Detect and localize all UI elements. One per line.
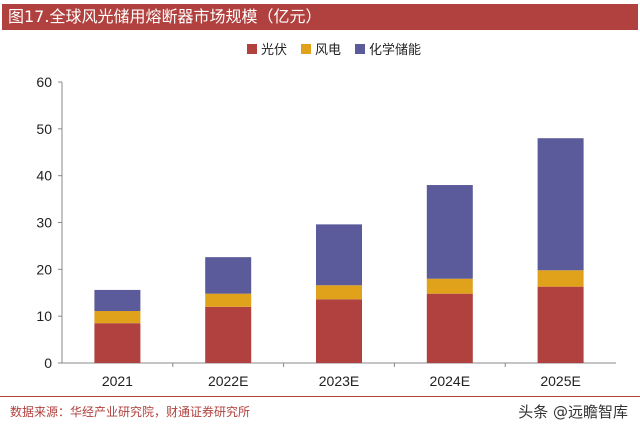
legend-swatch [301,44,311,54]
bar-segment [316,299,362,363]
bars [94,138,584,363]
watermark: 头条 @远瞻智库 [518,403,628,421]
bar-segment [426,185,473,279]
legend-label: 光伏 [261,42,287,57]
x-tick-label: 2025E [540,373,580,389]
x-tick-label: 2021 [102,373,133,389]
bar-segment [205,306,252,363]
legend-label: 化学储能 [369,42,421,57]
bar-segment [205,257,252,294]
bar-segment [94,323,141,363]
y-tick-label: 30 [36,215,52,231]
legend-label: 风电 [315,42,341,57]
bar-segment [94,289,141,312]
x-tick-label: 2023E [319,373,359,389]
source-note: 数据来源：华经产业研究院，财通证券研究所 [10,405,251,419]
legend-swatch [355,44,365,54]
y-tick-label: 60 [36,74,52,90]
y-tick-label: 40 [36,168,52,184]
chart-title: 图17.全球风光储用熔断器市场规模（亿元） [8,7,322,26]
x-tick-label: 2022E [208,373,248,389]
title-bar: 图17.全球风光储用熔断器市场规模（亿元） [2,4,638,30]
y-tick-label: 0 [44,355,52,371]
bar-segment [316,224,362,286]
y-tick-label: 50 [36,121,52,137]
y-tick-label: 10 [36,308,52,324]
legend-swatch [247,44,257,54]
bar-segment [537,286,584,363]
bar-segment [537,270,584,287]
bar-segment [94,311,141,324]
bar-segment [426,278,473,294]
axes: 0 10 20 30 40 50 60 2021 2022E 2023E 2024E 2025E [36,74,616,389]
bar-segment [426,293,473,363]
bar-segment [205,293,252,307]
bar-segment [316,285,362,300]
stacked-bar-chart: 光伏 风电 化学储能 0 10 20 30 40 50 60 2021 2022E 2023E 2024… [36,42,616,389]
bar-segment [537,138,584,271]
x-tick-label: 2024E [430,373,470,389]
source-divider [0,396,640,397]
y-tick-label: 20 [36,261,52,277]
legend: 光伏 风电 化学储能 [247,42,421,57]
